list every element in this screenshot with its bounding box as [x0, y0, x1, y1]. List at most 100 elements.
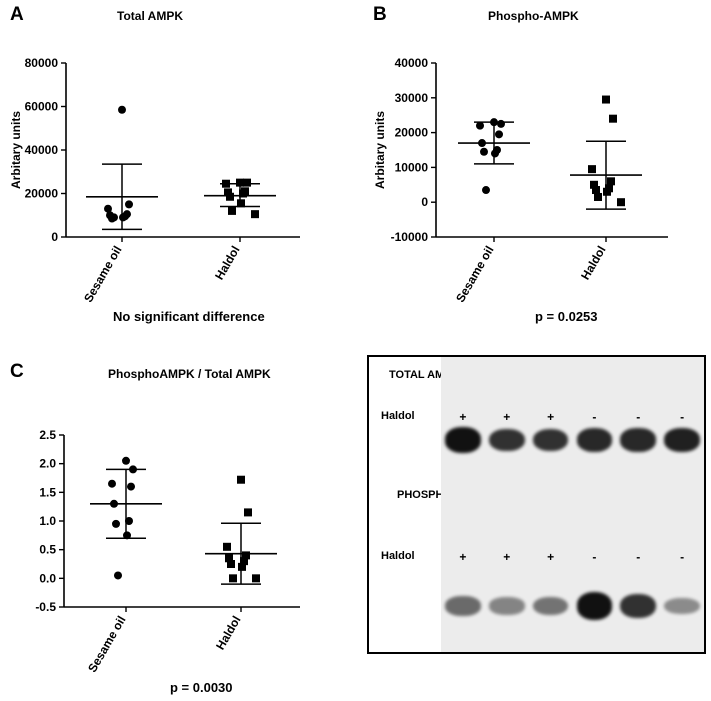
- y-tick-label: 0.0: [39, 571, 56, 585]
- y-tick-label: 60000: [25, 100, 59, 114]
- y-tick-label: 0.5: [39, 543, 56, 557]
- lane-sign: -: [592, 550, 597, 564]
- data-point-circle: [104, 204, 112, 213]
- data-point-circle: [118, 105, 126, 114]
- data-point-square: [609, 114, 617, 123]
- y-tick-label: 1.0: [39, 514, 56, 528]
- blot-band: [532, 428, 569, 452]
- x-tick-label: Haldol: [213, 614, 243, 653]
- data-point-circle: [491, 149, 499, 158]
- data-point-square: [244, 508, 252, 517]
- data-point-square: [226, 192, 234, 201]
- blot-total-strip: + + + - - -: [441, 357, 704, 479]
- lane-sign: -: [680, 550, 685, 564]
- lane-sign: +: [459, 550, 467, 564]
- data-point-circle: [125, 200, 133, 209]
- panel-c-title: PhosphoAMPK / Total AMPK: [108, 367, 271, 381]
- lane-sign: -: [636, 550, 641, 564]
- panel-a-title: Total AMPK: [117, 9, 183, 23]
- y-tick-label: 2.0: [39, 457, 56, 471]
- blot-band: [576, 592, 613, 620]
- lane-sign: -: [636, 410, 641, 424]
- data-point-square: [238, 562, 246, 571]
- blot-band: [620, 593, 657, 619]
- y-tick-label: -0.5: [35, 600, 56, 614]
- blot-band: [488, 597, 525, 615]
- data-point-square: [590, 180, 598, 189]
- data-point-square: [603, 187, 611, 196]
- data-point-square: [243, 178, 251, 187]
- panel-letter-b: B: [373, 4, 387, 25]
- panel-b-note: p = 0.0253: [535, 309, 598, 324]
- data-point-square: [607, 177, 615, 186]
- data-point-square: [224, 188, 232, 197]
- data-point-square: [242, 551, 250, 560]
- panel-c-note: p = 0.0030: [170, 680, 233, 695]
- data-point-square: [594, 192, 602, 201]
- data-point-circle: [490, 118, 498, 127]
- data-point-square: [588, 165, 596, 174]
- panel-letter-c: C: [10, 361, 24, 382]
- data-point-circle: [119, 213, 127, 222]
- data-point-square: [602, 95, 610, 104]
- blot-band: [620, 428, 657, 452]
- data-point-square: [592, 186, 600, 195]
- data-point-square: [239, 189, 247, 198]
- y-tick-label: 1.5: [39, 485, 56, 499]
- data-point-square: [223, 542, 231, 551]
- data-point-square: [228, 206, 236, 215]
- panel-letter-a: A: [10, 4, 24, 25]
- lane-sign: -: [592, 410, 597, 424]
- panel-a-note: No significant difference: [113, 309, 265, 324]
- data-point-circle: [112, 519, 120, 528]
- data-point-square: [252, 574, 260, 583]
- blot-haldol-label-bottom: Haldol: [381, 550, 415, 562]
- data-point-circle: [110, 213, 118, 222]
- data-point-square: [237, 475, 245, 484]
- data-point-square: [236, 178, 244, 187]
- y-tick-label: 40000: [395, 56, 429, 70]
- data-point-circle: [108, 479, 116, 488]
- data-point-square: [240, 557, 248, 566]
- data-point-circle: [129, 465, 137, 474]
- blot-band: [576, 428, 613, 452]
- y-tick-label: 0: [421, 195, 428, 209]
- data-point-square: [617, 198, 625, 207]
- blot-band: [445, 427, 481, 453]
- y-axis-label: Arbitary units: [373, 111, 387, 189]
- lane-sign: +: [459, 410, 467, 424]
- blot-haldol-label-top: Haldol: [381, 410, 415, 422]
- blot-phospho-strip: + + + - - -: [441, 479, 704, 652]
- lane-sign: -: [680, 410, 685, 424]
- y-tick-label: 0: [51, 230, 58, 244]
- data-point-circle: [122, 456, 130, 465]
- lane-sign: +: [503, 550, 511, 564]
- blot-band: [445, 596, 481, 616]
- data-point-circle: [125, 517, 133, 525]
- lane-sign: +: [503, 410, 511, 424]
- data-point-circle: [114, 571, 122, 580]
- data-point-square: [225, 554, 233, 563]
- data-point-square: [251, 210, 259, 219]
- y-axis-label: Arbitary units: [9, 111, 23, 189]
- data-point-circle: [123, 531, 131, 540]
- y-tick-label: 40000: [25, 143, 59, 157]
- blot-band: [664, 597, 700, 615]
- data-point-square: [237, 199, 245, 208]
- y-tick-label: -10000: [391, 230, 429, 244]
- lane-sign: +: [547, 410, 555, 424]
- y-tick-label: 30000: [395, 91, 429, 105]
- data-point-circle: [476, 121, 484, 130]
- panel-b-title: Phospho-AMPK: [488, 9, 579, 23]
- x-tick-label: Sesame oil: [85, 614, 128, 675]
- blot-band: [532, 596, 569, 616]
- data-point-circle: [480, 147, 488, 156]
- data-point-circle: [110, 499, 118, 508]
- y-tick-label: 80000: [25, 56, 59, 70]
- data-point-circle: [495, 130, 503, 139]
- data-point-circle: [478, 139, 486, 148]
- data-point-circle: [497, 119, 505, 128]
- western-blot: TOTAL AMPK Haldol +++--- PHOSPHO-AMPK Ha…: [367, 355, 706, 654]
- data-point-circle: [482, 186, 490, 195]
